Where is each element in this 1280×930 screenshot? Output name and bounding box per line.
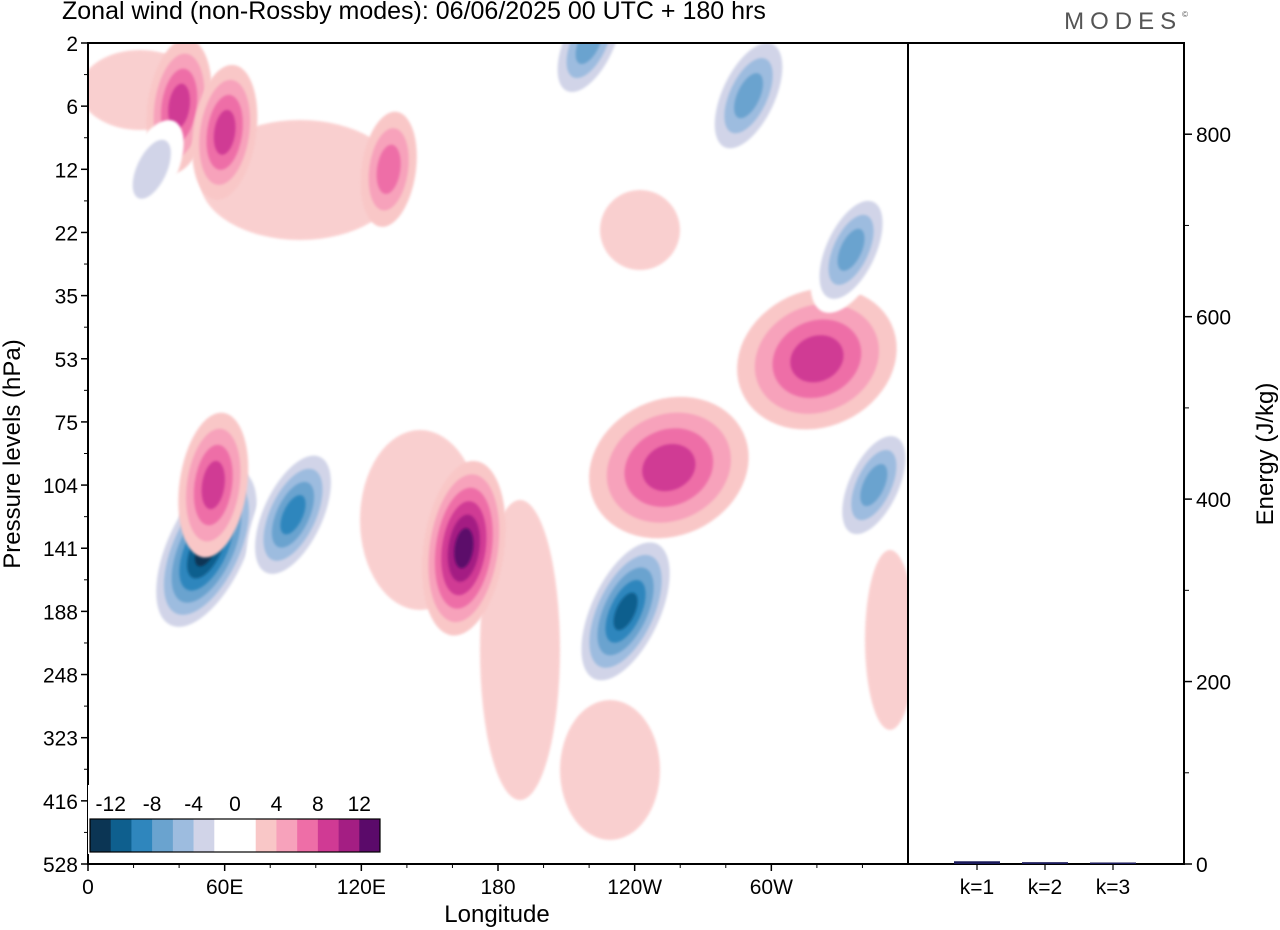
- energy-axis-title: Energy (J/kg): [1252, 383, 1279, 526]
- colorbar-swatch: [172, 819, 194, 852]
- energy-panel-frame: [907, 42, 1185, 865]
- energy-tick-label: 800: [1196, 124, 1231, 147]
- y-tick-label: 323: [43, 728, 78, 751]
- longitude-axis: 0 60E 120E 180 120W 60W: [82, 864, 863, 899]
- contour-shade: [232, 284, 348, 436]
- colorbar-label: 4: [271, 793, 283, 816]
- y-tick-label: 2: [66, 33, 78, 56]
- energy-category-label: k=2: [1028, 876, 1062, 899]
- contour-feature: [280, 495, 306, 535]
- x-tick-label: 60W: [750, 876, 793, 899]
- contour-shade: [140, 660, 220, 780]
- energy-tick-label: 0: [1196, 854, 1208, 877]
- energy-tick-label: 400: [1196, 489, 1231, 512]
- energy-bar: [1090, 862, 1136, 864]
- contour-feature: [201, 460, 225, 510]
- chart-title: Zonal wind (non-Rossby modes): 06/06/202…: [62, 0, 766, 25]
- energy-bar: [954, 861, 1000, 864]
- y-axis-title: Pressure levels (hPa): [0, 339, 26, 568]
- y-tick-label: 35: [55, 286, 78, 309]
- colorbar-frame: [89, 818, 381, 853]
- y-tick-label: 416: [43, 791, 78, 814]
- contour-feature: [734, 73, 764, 119]
- colorbar-legend: -12 -8 -4 0 4 8 12: [88, 785, 382, 854]
- contour-feature: [376, 144, 401, 194]
- contour-feature: [860, 464, 888, 507]
- y-tick-label: 12: [55, 159, 78, 182]
- energy-category-label: k=1: [960, 876, 994, 899]
- contour-feature: [168, 83, 191, 129]
- y-tick-label: 53: [55, 349, 78, 372]
- contour-feature: [454, 528, 474, 569]
- colorbar-swatch: [317, 819, 339, 852]
- y-tick-label: 528: [43, 854, 78, 877]
- colorbar-swatch: [297, 819, 319, 852]
- x-tick-label: 180: [480, 876, 515, 899]
- heatmap-contours: [88, 43, 908, 840]
- contour-shade: [600, 190, 680, 270]
- colorbar-swatch: [359, 819, 381, 852]
- contour-feature: [642, 444, 696, 492]
- colorbar-swatch: [131, 819, 153, 852]
- logo-text: MODES: [1064, 8, 1183, 35]
- y-tick-label: 75: [55, 412, 78, 435]
- colorbar-swatch: [255, 819, 277, 852]
- energy-bars: k=1 k=2 k=3: [954, 861, 1136, 899]
- energy-category-label: k=3: [1096, 876, 1130, 899]
- energy-tick-label: 600: [1196, 307, 1231, 330]
- y-tick-label: 248: [43, 665, 78, 688]
- logo-mark: ©: [1182, 10, 1188, 19]
- contour-feature: [132, 139, 171, 199]
- x-tick-label: 0: [82, 876, 94, 899]
- x-tick-label: 60E: [206, 876, 243, 899]
- colorbar-label: 12: [348, 793, 371, 816]
- contour-feature: [790, 335, 844, 383]
- x-axis-title: Longitude: [444, 901, 549, 928]
- colorbar-label: -8: [143, 793, 162, 816]
- contour-shade: [88, 194, 220, 406]
- energy-axis: 0 200 400 600 800: [1184, 124, 1231, 877]
- energy-tick-label: 200: [1196, 672, 1231, 695]
- y-tick-label: 141: [43, 538, 78, 561]
- colorbar-swatch: [214, 819, 236, 852]
- colorbar-swatch: [110, 819, 132, 852]
- colorbar-swatch: [338, 819, 360, 852]
- modes-logo: MODES©: [1064, 8, 1188, 36]
- colorbar-label: -4: [184, 793, 203, 816]
- colorbar-label: 0: [229, 793, 241, 816]
- colorbar-label: -12: [96, 793, 126, 816]
- contour-feature: [613, 592, 638, 631]
- contour-shade: [710, 480, 830, 760]
- contour-shade: [480, 500, 560, 800]
- contour-shade: [560, 700, 660, 840]
- colorbar-swatch: [235, 819, 257, 852]
- colorbar-swatch: [276, 819, 298, 852]
- x-tick-label: 120E: [337, 876, 386, 899]
- y-tick-label: 188: [43, 601, 78, 624]
- contour-feature: [213, 109, 236, 155]
- energy-bar: [1022, 862, 1068, 864]
- colorbar-label: 8: [312, 793, 324, 816]
- contour-feature: [837, 228, 865, 271]
- y-tick-label: 104: [43, 475, 78, 498]
- colorbar-swatch: [193, 819, 215, 852]
- y-tick-label: 22: [55, 222, 78, 245]
- contour-shade: [865, 550, 908, 730]
- colorbar-swatch: [152, 819, 174, 852]
- x-tick-label: 120W: [607, 876, 662, 899]
- colorbar-swatch: [90, 819, 112, 852]
- y-tick-label: 6: [66, 96, 78, 119]
- pressure-axis: 2 6 12 22 35 53 75 104 141 188 248 323 416 528: [43, 33, 88, 877]
